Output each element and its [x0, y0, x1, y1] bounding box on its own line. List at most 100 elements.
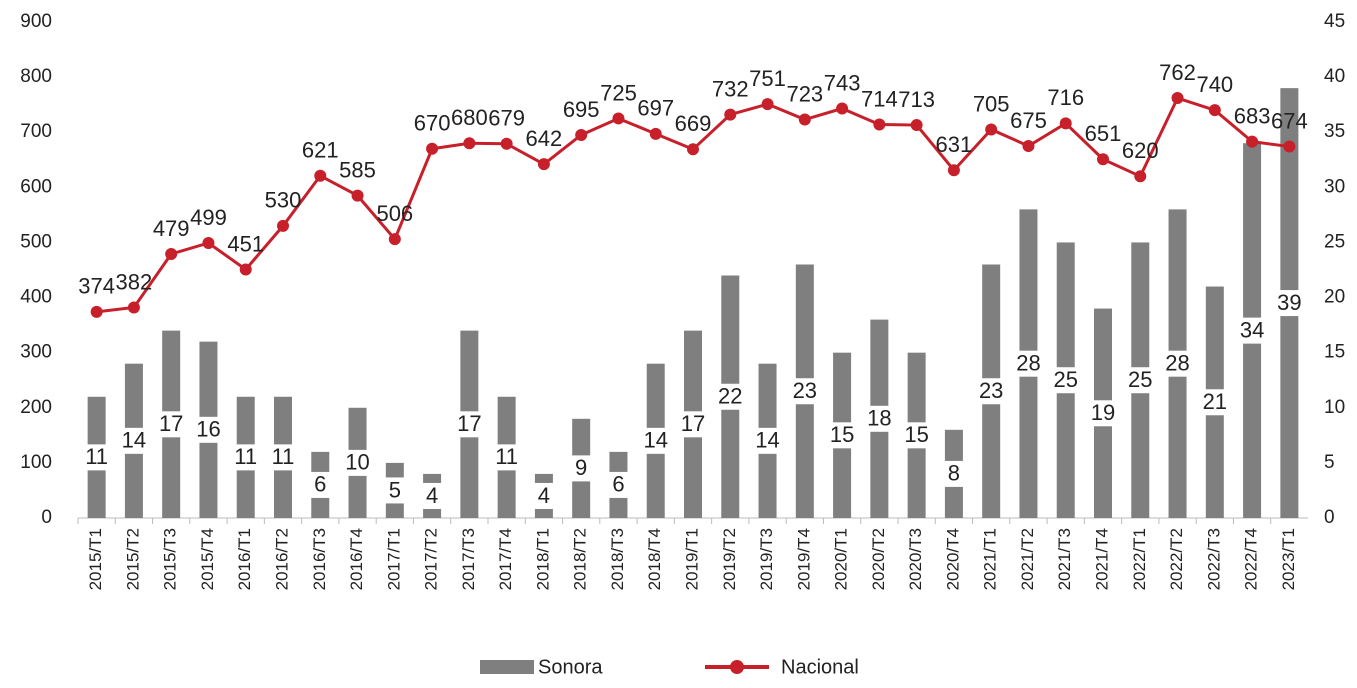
x-tick-label: 2015/T1	[86, 528, 105, 590]
line-label: 751	[749, 66, 786, 91]
line-label: 651	[1085, 121, 1122, 146]
bar-label: 18	[867, 406, 891, 431]
label-bg	[977, 378, 1006, 405]
point	[1171, 92, 1184, 105]
x-tick-label: 2021/T3	[1055, 528, 1074, 590]
label-bg	[194, 416, 223, 443]
point	[649, 127, 662, 140]
line-label: 743	[824, 70, 861, 95]
y-tick-label: 900	[20, 11, 52, 32]
y-tick-label: 0	[41, 507, 52, 528]
line-label: 669	[675, 111, 712, 136]
x-tick-label: 2020/T3	[906, 528, 925, 590]
point	[239, 263, 252, 276]
point	[798, 113, 811, 126]
line-label: 631	[936, 132, 973, 157]
line-label: 670	[414, 111, 451, 136]
point	[575, 128, 588, 141]
y-tick-label: 800	[20, 66, 52, 87]
point	[873, 118, 886, 131]
label-bg	[828, 422, 857, 449]
x-tick-label: 2022/T1	[1130, 528, 1149, 590]
line-label: 679	[488, 106, 525, 131]
x-tick-label: 2021/T2	[1018, 528, 1037, 590]
y-tick-label: 600	[20, 176, 52, 197]
line-label: 621	[302, 138, 339, 163]
bar-label: 17	[457, 411, 481, 436]
x-tick-label: 2022/T4	[1242, 528, 1261, 590]
x-tick-label: 2015/T3	[161, 528, 180, 590]
legend-label: Sonora	[538, 656, 603, 678]
y2-tick-label: 45	[1324, 11, 1345, 32]
label-bg	[567, 455, 596, 482]
line-label: 695	[563, 97, 600, 122]
point	[165, 248, 178, 261]
bar-label: 28	[1165, 351, 1189, 376]
label-bg	[641, 427, 670, 454]
y2-tick-label: 0	[1324, 507, 1335, 528]
y2-tick-label: 40	[1324, 66, 1345, 87]
x-tick-label: 2022/T2	[1167, 528, 1186, 590]
line-label: 374	[78, 274, 115, 299]
legend-label: Nacional	[781, 656, 859, 678]
line-label: 716	[1047, 85, 1084, 110]
y-tick-label: 400	[20, 287, 52, 308]
x-tick-label: 2015/T4	[198, 528, 217, 590]
label-bg	[343, 449, 372, 476]
x-tick-label: 2019/T3	[757, 528, 776, 590]
bar-label: 22	[718, 384, 742, 409]
point	[761, 98, 774, 111]
point	[388, 233, 401, 246]
bar-label: 39	[1277, 290, 1301, 315]
line-label: 723	[786, 81, 823, 106]
point	[537, 158, 550, 171]
bar-label: 14	[643, 428, 667, 453]
line-label: 585	[339, 157, 376, 182]
label-bg	[1238, 317, 1267, 344]
line-label: 713	[898, 87, 935, 112]
x-tick-label: 2017/T2	[422, 528, 441, 590]
point	[351, 189, 364, 202]
bar-label: 19	[1091, 400, 1115, 425]
x-tick-label: 2015/T2	[123, 528, 142, 590]
bar-label: 11	[85, 444, 108, 469]
line-label: 499	[190, 205, 227, 230]
point	[985, 123, 998, 136]
label-bg	[418, 482, 447, 509]
x-tick-label: 2016/T4	[347, 528, 366, 590]
point	[724, 108, 737, 121]
x-tick-label: 2023/T1	[1279, 528, 1298, 590]
bar-label: 34	[1240, 317, 1264, 342]
x-tick-label: 2020/T1	[832, 528, 851, 590]
y2-tick-label: 15	[1324, 342, 1345, 363]
x-tick-label: 2017/T4	[496, 528, 515, 590]
line-label: 642	[526, 126, 563, 151]
label-bg	[269, 444, 297, 471]
y-tick-label: 300	[20, 342, 52, 363]
label-bg	[716, 383, 745, 410]
line-label: 382	[116, 269, 153, 294]
bar-label: 10	[345, 450, 369, 475]
bar-label: 6	[612, 472, 624, 497]
line-label: 680	[451, 105, 488, 130]
point	[1022, 140, 1035, 152]
point	[612, 112, 625, 125]
line-label: 705	[973, 91, 1010, 116]
label-bg	[604, 471, 633, 498]
x-tick-label: 2018/T4	[645, 528, 664, 590]
point	[1134, 170, 1147, 183]
y-tick-label: 100	[20, 452, 52, 473]
label-bg	[753, 427, 782, 454]
point	[277, 219, 289, 232]
x-tick-label: 2019/T2	[720, 528, 739, 590]
x-tick-label: 2021/T1	[981, 528, 1000, 590]
line-label: 725	[600, 80, 637, 105]
x-tick-label: 2016/T1	[235, 528, 254, 590]
line-label: 675	[1010, 108, 1047, 133]
legend-swatch	[730, 660, 744, 674]
y-tick-label: 500	[20, 231, 52, 252]
bar-label: 17	[681, 411, 705, 436]
point	[314, 169, 327, 182]
point	[687, 143, 699, 156]
